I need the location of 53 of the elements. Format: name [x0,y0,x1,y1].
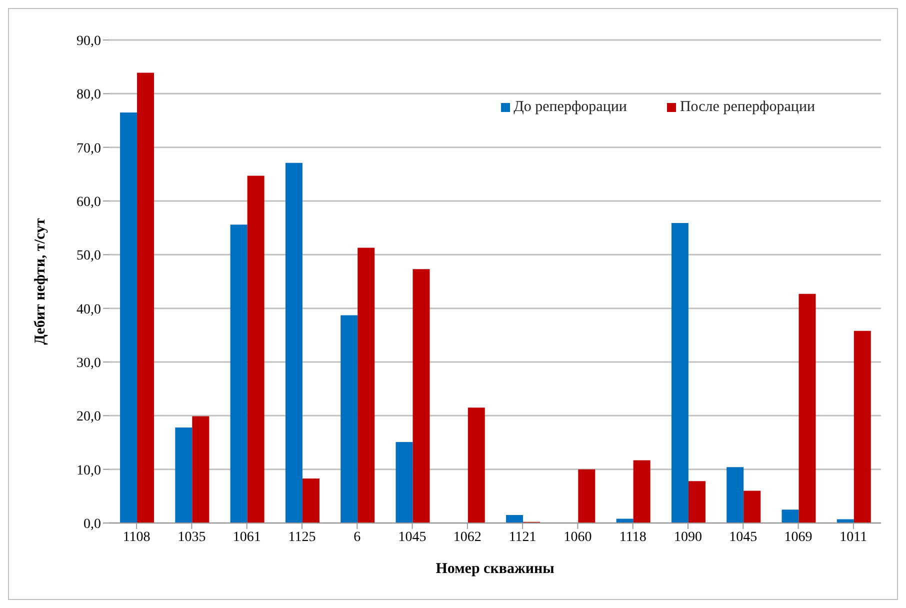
y-tick-label: 30,0 [76,356,101,371]
x-tick-label: 1108 [122,530,150,545]
x-tick-label: 6 [354,530,361,545]
x-tick-label: 1011 [840,530,868,545]
y-tick-label: 90,0 [76,34,101,49]
x-tick-label: 1035 [178,530,206,545]
y-tick-label: 60,0 [76,194,101,210]
bar [506,514,524,523]
y-tick-label: 70,0 [76,141,101,156]
bar [633,460,650,523]
x-tick-label: 1062 [453,530,482,545]
legend-label: После реперфорации [680,99,815,115]
bar [302,478,320,523]
bar [782,510,799,523]
x-tick-label: 1061 [232,530,261,545]
y-tick-label: 80,0 [76,88,101,103]
bar [285,162,302,523]
bar [396,442,413,523]
x-tick-label: 1045 [398,530,426,545]
legend-label: До реперфорации [514,99,627,115]
y-axis-title: Дебит нефти, т/сут [32,218,48,345]
x-axis-title: Номер скважины [436,561,555,577]
x-tick-label: 1060 [564,530,592,545]
bar [137,72,154,523]
bar [192,416,210,523]
bar [744,490,761,523]
y-tick-label: 10,0 [76,463,101,478]
x-tick-label: 1125 [288,530,316,545]
x-tick-label: 1118 [619,530,646,545]
x-tick-label: 1045 [729,530,758,545]
y-tick-label: 0,0 [84,516,101,532]
y-tick-label: 40,0 [76,302,101,318]
x-tick-label: 1090 [674,530,702,545]
bar [726,467,744,523]
bar [120,112,138,523]
bar [616,518,634,523]
bar [836,519,854,523]
bar [340,315,358,523]
bar [671,223,688,523]
bar [230,224,248,523]
y-tick-label: 20,0 [76,410,101,425]
bar [578,469,596,523]
bar [175,427,192,523]
bar [468,408,485,523]
y-tick-label: 50,0 [76,248,101,264]
x-tick-label: 1069 [784,530,812,545]
bar [798,294,816,523]
x-tick-label: 1121 [508,530,536,545]
bar [358,248,375,523]
bar [412,269,430,523]
bar [688,481,706,523]
bar [854,330,871,523]
bar [247,176,264,523]
